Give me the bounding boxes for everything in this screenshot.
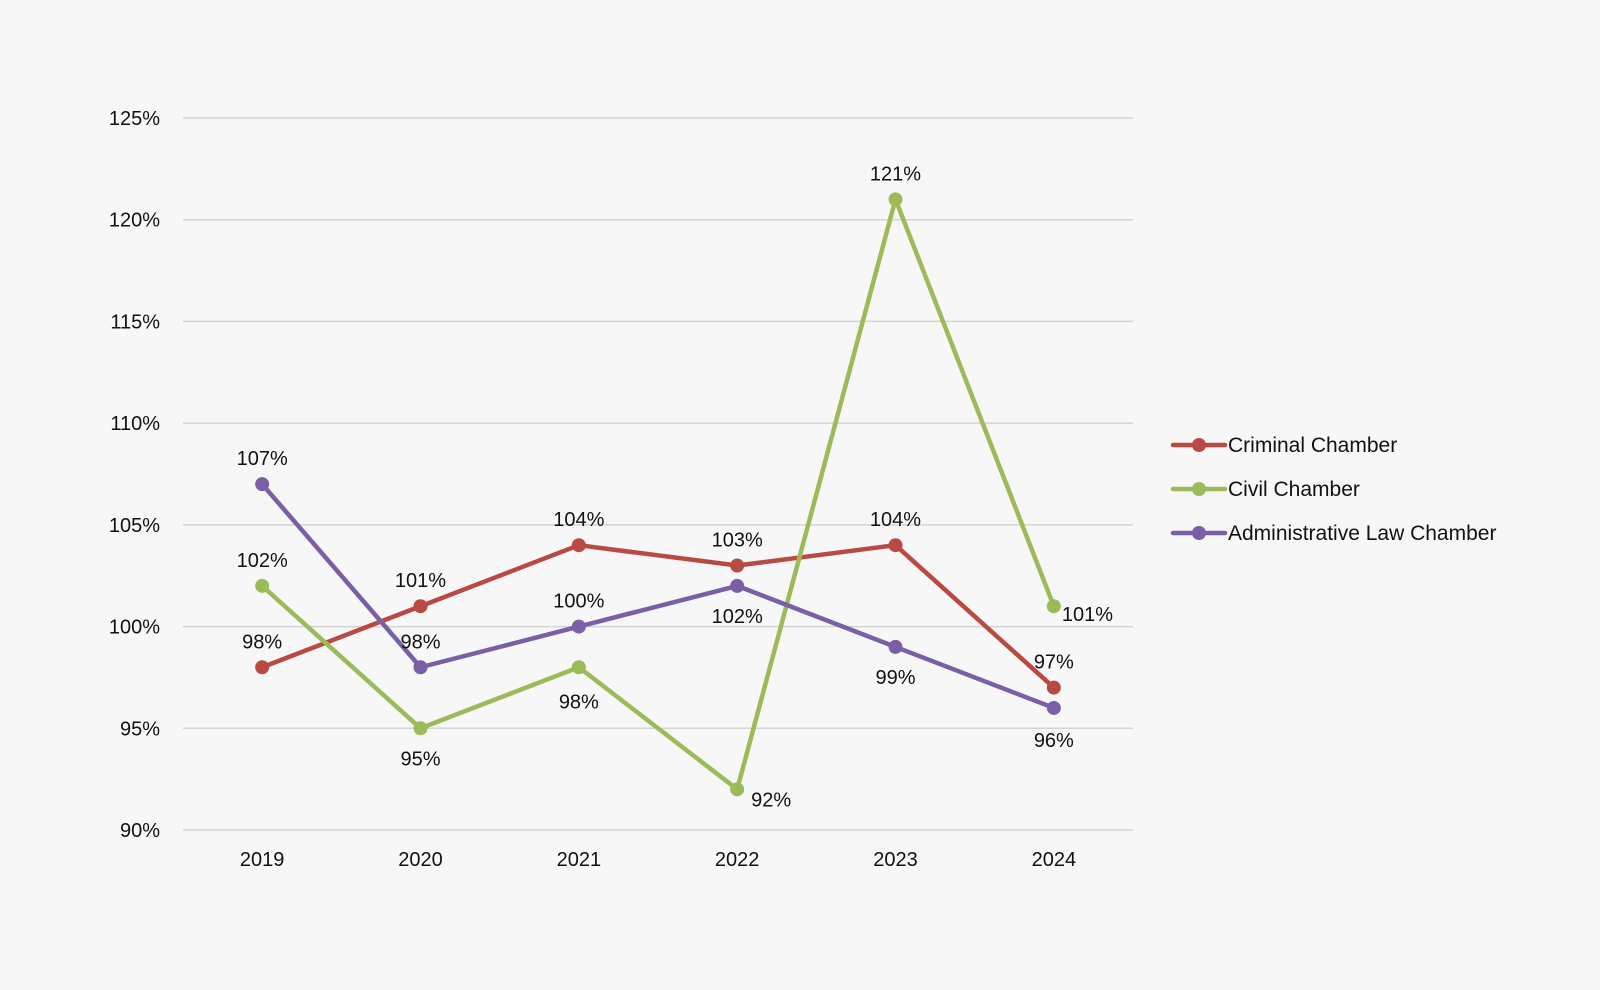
data-label: 98% [559, 691, 599, 713]
legend-label: Administrative Law Chamber [1228, 522, 1496, 545]
x-tick-label: 2020 [398, 849, 443, 871]
data-label: 99% [875, 667, 915, 689]
y-tick-label: 105% [109, 515, 160, 537]
data-label: 104% [553, 509, 604, 531]
data-label: 102% [237, 550, 288, 572]
data-point [888, 538, 903, 553]
data-label: 102% [712, 606, 763, 628]
y-axis-tick-labels: 90% 95% 100% 105% 110% 115% 120% 125% [109, 108, 160, 842]
data-point [255, 578, 270, 593]
data-point [571, 619, 586, 634]
data-label: 95% [400, 748, 440, 770]
data-point [730, 558, 745, 573]
data-point [413, 660, 428, 675]
data-label: 101% [395, 570, 446, 592]
x-axis-tick-labels: 2019 2020 2021 2022 2023 2024 [240, 849, 1076, 871]
data-point [888, 192, 903, 207]
series-line [259, 197, 1057, 792]
data-label: 92% [751, 789, 791, 811]
data-label: 121% [870, 163, 921, 185]
data-labels: 98% 101% 104% 103% 104% 97% 102% 95% 98% 92% 121% 1… [237, 163, 1114, 811]
data-label: 97% [1034, 652, 1074, 674]
legend-label: Civil Chamber [1228, 478, 1360, 501]
x-tick-label: 2019 [240, 849, 285, 871]
data-label: 101% [1062, 604, 1113, 626]
data-point [730, 578, 745, 593]
data-point [255, 660, 270, 675]
data-label: 104% [870, 509, 921, 531]
data-point [413, 599, 428, 614]
data-point [571, 660, 586, 675]
y-tick-label: 90% [120, 820, 160, 842]
series-line [259, 481, 1057, 711]
series-line [259, 542, 1057, 690]
series-markers [255, 192, 1061, 797]
legend-swatch-marker [1192, 438, 1206, 452]
y-tick-label: 120% [109, 210, 160, 232]
data-point [1046, 700, 1061, 715]
y-tick-label: 115% [110, 311, 160, 333]
x-tick-label: 2024 [1032, 849, 1077, 871]
data-label: 98% [242, 631, 282, 653]
data-point [1046, 599, 1061, 614]
y-tick-label: 100% [109, 617, 160, 639]
y-tick-label: 110% [110, 413, 160, 435]
x-tick-label: 2022 [715, 849, 760, 871]
data-point [571, 538, 586, 553]
data-label: 96% [1034, 730, 1074, 752]
legend-label: Criminal Chamber [1228, 434, 1397, 457]
data-point [255, 477, 270, 492]
data-label: 100% [553, 591, 604, 613]
data-point [413, 721, 428, 736]
legend-swatch-marker [1192, 482, 1206, 496]
data-label: 107% [237, 448, 288, 470]
data-point [888, 639, 903, 654]
y-tick-label: 125% [109, 108, 160, 130]
data-point [730, 782, 745, 797]
data-label: 103% [712, 530, 763, 552]
gridlines [183, 117, 1133, 831]
data-point [1046, 680, 1061, 695]
x-tick-label: 2023 [873, 849, 918, 871]
y-tick-label: 95% [120, 718, 160, 740]
legend: Criminal Chamber Civil Chamber Administrat… [1170, 434, 1496, 545]
legend-swatch-marker [1192, 526, 1206, 540]
x-tick-label: 2021 [557, 849, 602, 871]
data-label: 98% [400, 631, 440, 653]
series-lines [259, 197, 1057, 792]
